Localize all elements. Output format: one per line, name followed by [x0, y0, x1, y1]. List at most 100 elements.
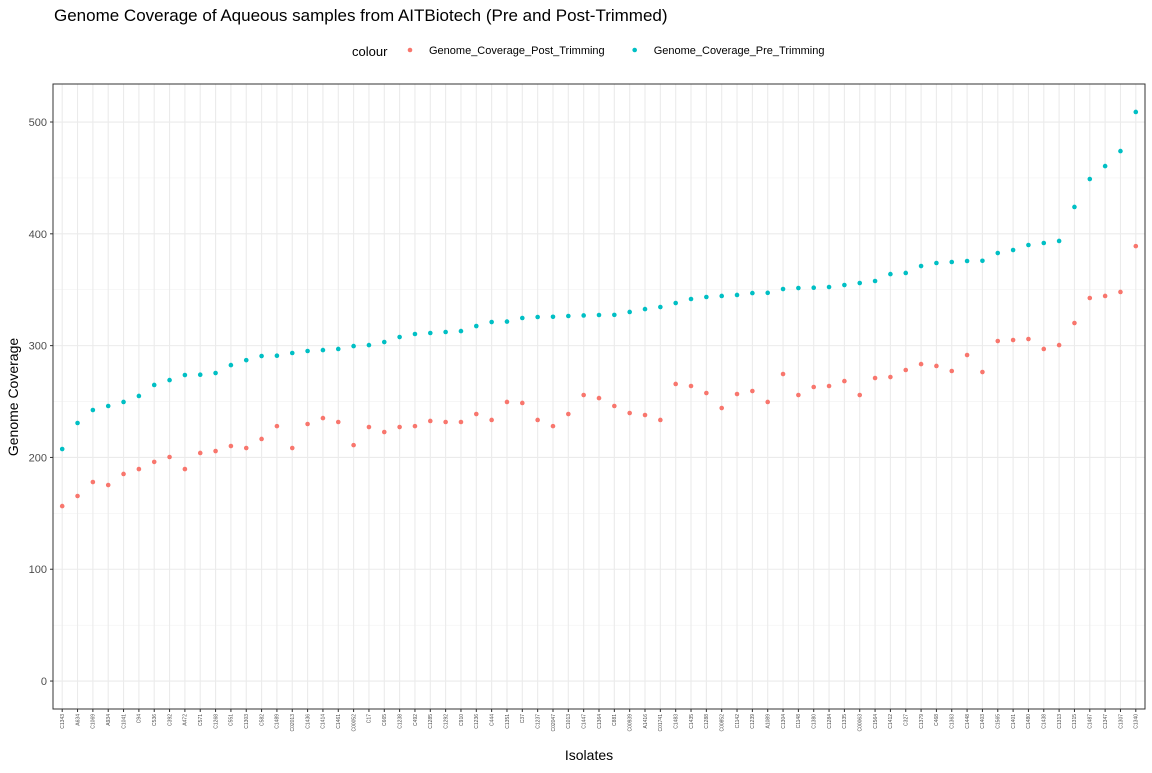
point	[673, 300, 678, 306]
legend-swatch	[632, 47, 637, 53]
point	[1102, 163, 1108, 169]
legend-swatch	[407, 47, 413, 53]
point	[397, 424, 402, 430]
x-tick-label: C1268	[213, 714, 219, 729]
point	[995, 250, 1001, 256]
x-tick-label: C1436	[305, 714, 311, 729]
point	[719, 405, 724, 411]
x-tick-label: C1340	[1134, 714, 1140, 729]
x-tick-label: C1448	[965, 714, 971, 729]
point	[612, 312, 617, 318]
point	[1133, 243, 1139, 249]
x-tick-label: C1347	[1103, 714, 1109, 729]
x-tick-label: C1307	[1118, 714, 1124, 729]
point	[918, 263, 924, 269]
legend-label: Genome_Coverage_Post_Trimming	[429, 45, 605, 57]
point	[121, 471, 126, 477]
plot-border	[52, 83, 1146, 710]
point	[1072, 320, 1077, 326]
point	[75, 420, 80, 426]
x-tick-label: C1489	[275, 714, 281, 729]
point	[289, 350, 295, 356]
x-tick-label: A1416	[643, 714, 649, 729]
point	[688, 296, 694, 302]
point	[1010, 247, 1016, 253]
x-tick-label: C1284	[827, 714, 833, 729]
x-tick-label: C1412	[888, 714, 894, 729]
point	[796, 392, 801, 398]
point	[550, 314, 556, 320]
point	[581, 313, 586, 318]
x-tick-label: C536	[152, 714, 158, 726]
x-axis-label: Isolates	[565, 747, 613, 763]
point	[351, 343, 356, 349]
point	[934, 260, 939, 266]
x-tick-label: C1438	[1042, 714, 1048, 729]
point	[888, 374, 893, 380]
point	[704, 294, 709, 300]
point	[412, 423, 418, 429]
x-tick-label: C1379	[919, 714, 925, 729]
point	[596, 312, 602, 318]
x-tick-label: C1363	[950, 714, 956, 729]
point	[1102, 293, 1108, 299]
x-tick-label: C01741	[658, 714, 664, 732]
point	[964, 352, 970, 358]
point	[121, 399, 126, 405]
x-tick-label: C910	[459, 714, 465, 726]
x-tick-label: C468	[934, 714, 940, 726]
point	[167, 377, 172, 383]
x-tick-label: C1237	[535, 714, 541, 729]
point	[627, 410, 632, 416]
x-tick-label: C1351	[505, 714, 511, 729]
x-tick-label: C37	[520, 714, 526, 723]
point	[780, 371, 786, 377]
point	[934, 363, 939, 369]
point	[1041, 240, 1047, 246]
x-tick-label: C02047	[551, 714, 557, 732]
legend-title: colour	[352, 44, 388, 59]
x-tick-label: C1461	[336, 714, 342, 729]
point	[504, 319, 510, 324]
point	[427, 418, 433, 424]
x-tick-label: C665	[382, 714, 388, 726]
x-tick-label: A472	[183, 714, 189, 726]
x-tick-label: C1238	[397, 714, 403, 729]
point	[1133, 109, 1139, 115]
point	[151, 382, 157, 388]
point	[750, 388, 755, 394]
point	[1056, 342, 1062, 348]
point	[888, 271, 893, 277]
x-tick-label: C00939	[627, 714, 633, 732]
x-tick-label: C1564	[873, 714, 879, 729]
point	[581, 392, 586, 398]
x-tick-label: C1303	[244, 714, 250, 729]
point	[642, 412, 648, 418]
point	[535, 314, 540, 320]
point	[765, 399, 771, 405]
point	[381, 429, 387, 435]
x-tick-label: C17	[367, 714, 373, 723]
point	[335, 346, 341, 352]
point	[320, 415, 326, 421]
x-tick-label: C1315	[1072, 714, 1078, 729]
x-tick-label: C1364	[597, 714, 603, 729]
x-tick-label: C1435	[689, 714, 695, 729]
x-tick-label: C1313	[1057, 714, 1063, 729]
x-tick-label: C1414	[321, 714, 327, 729]
point	[366, 342, 372, 348]
x-tick-label: C1069	[91, 714, 97, 729]
point	[305, 421, 310, 427]
x-tick-label: C571	[198, 714, 204, 726]
point	[90, 407, 96, 413]
point	[427, 330, 433, 336]
point	[366, 424, 372, 430]
x-tick-label: C1565	[996, 714, 1002, 729]
point	[1087, 295, 1093, 301]
point	[520, 315, 525, 321]
point	[381, 339, 387, 345]
point	[719, 293, 724, 299]
point	[980, 258, 985, 264]
point	[780, 286, 786, 292]
point	[903, 270, 909, 276]
